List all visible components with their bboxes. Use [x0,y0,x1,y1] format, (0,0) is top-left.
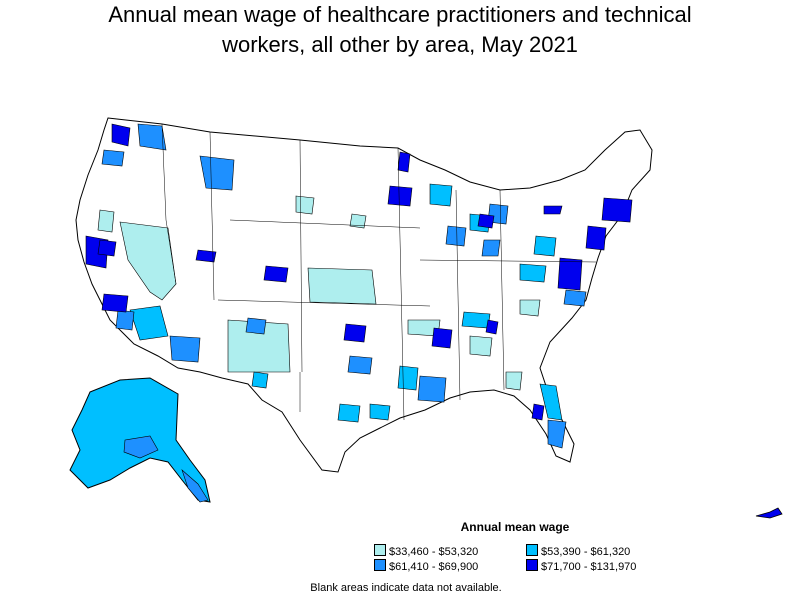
wa-area-2 [101,149,125,167]
legend-swatch [374,559,386,571]
legend-label: $33,460 - $53,320 [389,546,479,558]
legend-swatch [526,559,538,571]
state-boundaries [161,123,597,421]
denver-area [263,265,289,283]
florida-south-area [531,403,545,421]
legend-item-tier-3: $61,410 - $69,900 [374,559,478,573]
georgia-area [505,371,523,391]
boundary-line [209,131,215,301]
new-mexico-south-area [251,371,269,389]
appalachia-area [519,299,541,317]
virginia-area [533,235,557,257]
arizona-area [129,305,169,341]
hawaii-islands [755,507,783,519]
washington-area [97,209,115,233]
texas-area-2 [369,403,391,421]
tier-1-areas [97,195,541,391]
legend-label: $53,390 - $61,320 [541,546,631,558]
boundary-line [455,189,461,401]
illinois-area [445,225,467,247]
legend-label: $61,410 - $69,900 [389,561,479,573]
indiana-area [481,239,501,257]
legend-swatch [526,544,538,556]
map-title: Annual mean wage of healthcare practitio… [0,0,800,60]
legend-item-tier-2: $53,390 - $61,320 [526,544,630,558]
tier-3-areas [101,123,587,449]
wa-area-1 [137,123,167,151]
nashville-area [485,319,499,335]
boundary-line [419,259,597,263]
arkansas-area [347,355,373,375]
alaska-panhandle [181,469,209,503]
nevada-area [119,221,177,301]
title-line-2: workers, all other by area, May 2021 [222,32,578,57]
legend-swatch [374,544,386,556]
boundary-line [299,139,303,373]
new-mexico-area [227,319,291,373]
southern-ca-area [115,309,135,331]
wisconsin-area [429,183,453,207]
louisiana-area [397,365,419,391]
boundary-line [397,147,405,421]
la-area [101,293,129,313]
minneapolis-area [387,185,413,207]
florida-area [539,383,563,421]
legend-label: $71,700 - $131,970 [541,561,637,573]
mn-north-area [397,151,411,173]
alaska-region-dark [123,435,159,459]
kansas-area [307,267,377,305]
northern-ca-area [97,239,117,257]
ohio-area [519,263,547,283]
wisconsin-metro-area [477,213,495,229]
texas-area-1 [337,403,361,423]
title-line-1: Annual mean wage of healthcare practitio… [108,2,692,27]
boundary-line [499,189,505,391]
tennessee-area [461,311,491,329]
legend-item-tier-4: $71,700 - $131,970 [526,559,636,573]
boston-area [601,197,633,223]
colorado-springs-area [245,317,267,335]
dc-metro-area [557,257,583,291]
tier-2-areas [129,183,563,423]
idaho-area [199,155,235,191]
boundary-line [229,219,421,229]
footnote: Blank areas indicate data not available. [310,582,502,594]
florida-tampa-area [547,419,567,449]
legend-item-tier-1: $33,460 - $53,320 [374,544,478,558]
boundary-line [161,123,177,285]
nyc-area [585,225,607,251]
memphis-area [431,327,453,349]
seattle-area [111,123,131,147]
legend-title: Annual mean wage [460,520,570,534]
montana-area [295,195,315,215]
buffalo-area [543,205,563,215]
north-carolina-area [563,289,587,307]
mid-south-area-2 [469,335,493,357]
mississippi-area [417,375,447,403]
sd-area [349,213,367,229]
boundary-line [217,299,431,307]
reno-area [195,249,217,263]
tier-4-areas [85,123,633,421]
arizona-phoenix-area [169,335,201,363]
oklahoma-city-area [343,323,367,343]
